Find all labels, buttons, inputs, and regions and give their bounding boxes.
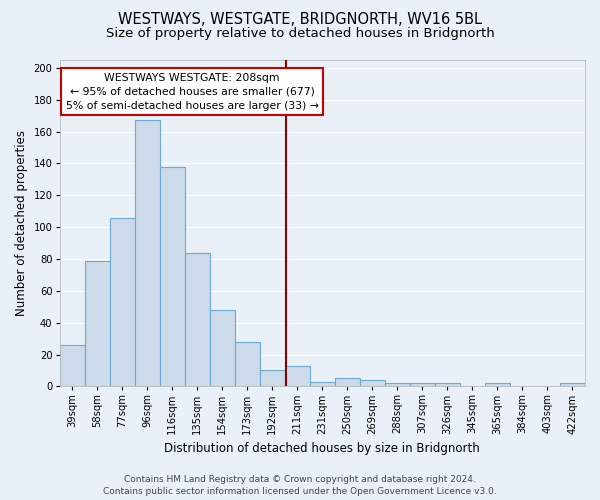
Bar — [385, 383, 410, 386]
Bar — [59, 345, 85, 387]
Text: Size of property relative to detached houses in Bridgnorth: Size of property relative to detached ho… — [106, 28, 494, 40]
Bar — [435, 383, 460, 386]
Bar — [285, 366, 310, 386]
Text: Contains HM Land Registry data © Crown copyright and database right 2024.
Contai: Contains HM Land Registry data © Crown c… — [103, 475, 497, 496]
Bar — [160, 166, 185, 386]
Bar — [185, 252, 209, 386]
Bar — [410, 383, 435, 386]
Bar — [85, 260, 110, 386]
Bar — [110, 218, 134, 386]
Bar — [485, 383, 510, 386]
Text: WESTWAYS WESTGATE: 208sqm  
← 95% of detached houses are smaller (677)
5% of sem: WESTWAYS WESTGATE: 208sqm ← 95% of detac… — [65, 72, 319, 110]
Bar — [235, 342, 260, 386]
Bar — [310, 382, 335, 386]
Bar — [335, 378, 360, 386]
Y-axis label: Number of detached properties: Number of detached properties — [15, 130, 28, 316]
Bar — [209, 310, 235, 386]
Text: WESTWAYS, WESTGATE, BRIDGNORTH, WV16 5BL: WESTWAYS, WESTGATE, BRIDGNORTH, WV16 5BL — [118, 12, 482, 28]
Bar — [134, 120, 160, 386]
Bar — [260, 370, 285, 386]
X-axis label: Distribution of detached houses by size in Bridgnorth: Distribution of detached houses by size … — [164, 442, 480, 455]
Bar — [360, 380, 385, 386]
Bar — [560, 383, 585, 386]
